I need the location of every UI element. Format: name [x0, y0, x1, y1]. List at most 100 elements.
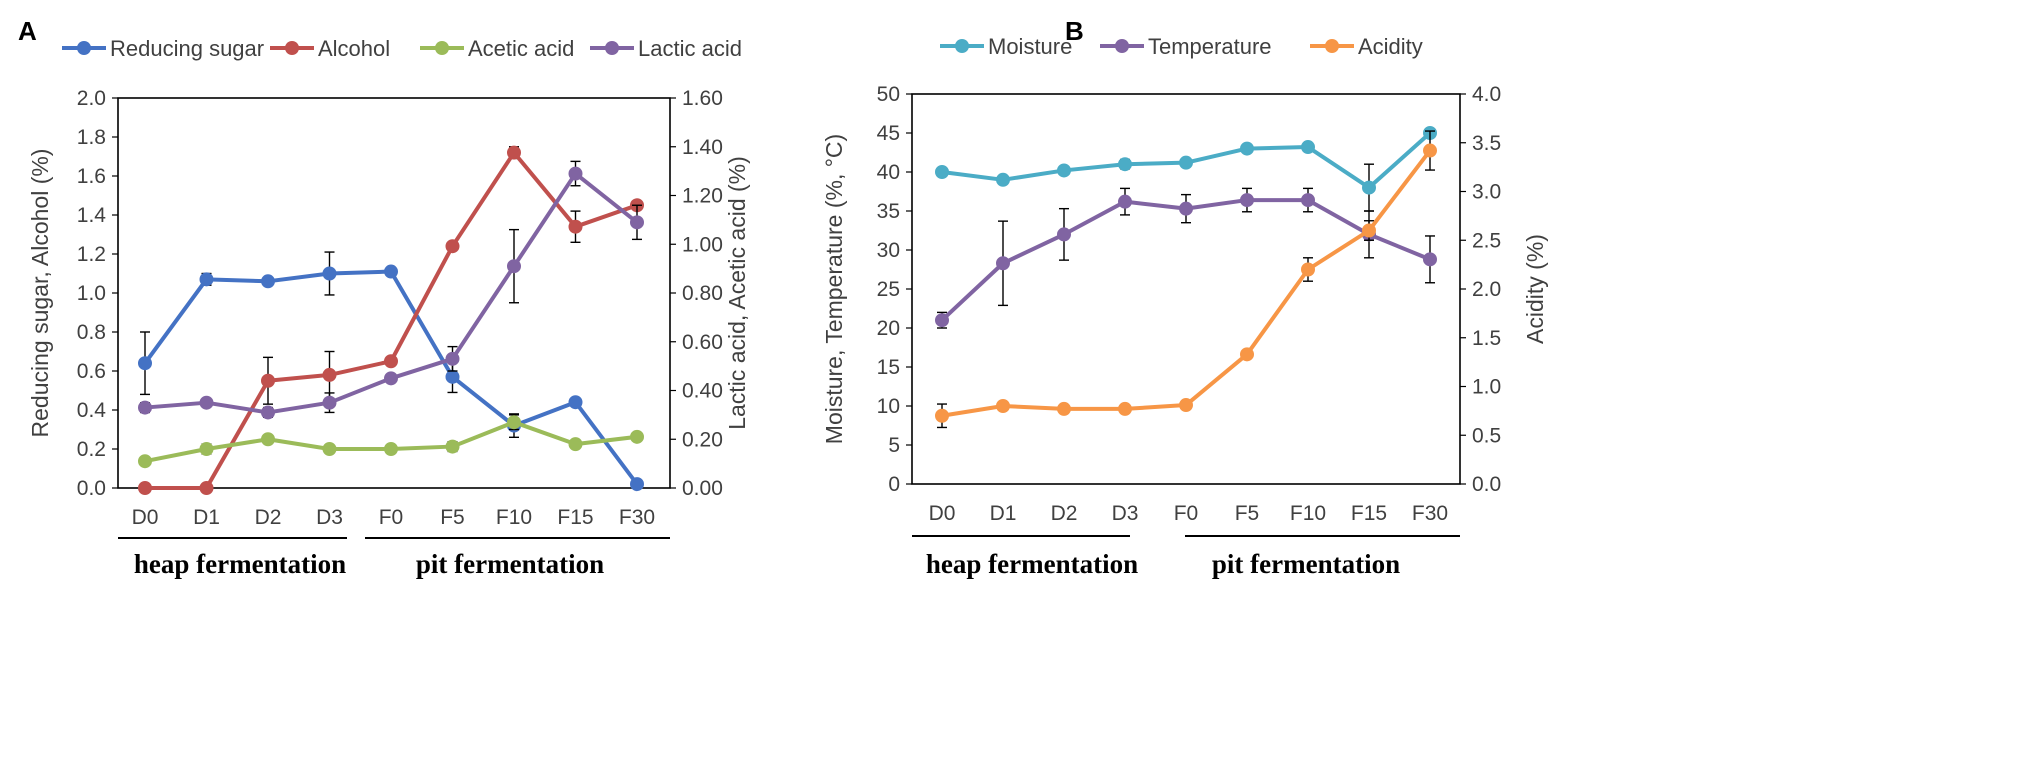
data-point: [199, 395, 214, 410]
legend-label: Lactic acid: [638, 36, 742, 61]
data-point: [1301, 262, 1315, 277]
x-tick-label: D0: [929, 502, 956, 525]
x-tick-label: D3: [316, 506, 343, 529]
legend-label: Reducing sugar: [110, 36, 264, 61]
y-right-axis-label: Lactic acid, Acetic acid (%): [724, 156, 750, 430]
x-tick-label: D1: [990, 502, 1017, 525]
legend-swatch-marker: [605, 41, 619, 55]
y-left-tick-label: 0: [888, 473, 900, 496]
data-point: [507, 259, 521, 274]
y-right-tick-label: 1.5: [1472, 327, 1501, 350]
y-right-tick-label: 0.20: [682, 428, 723, 451]
data-point: [1240, 193, 1254, 208]
x-tick-label: F30: [1412, 502, 1448, 525]
y-right-tick-label: 0.00: [682, 477, 723, 500]
y-left-tick-label: 1.4: [77, 204, 107, 227]
panel-a-letter: A: [18, 16, 37, 46]
data-point: [568, 437, 583, 452]
data-point: [138, 454, 152, 469]
y-right-tick-label: 1.60: [682, 87, 723, 110]
series-line: [941, 149, 1432, 418]
data-point: [199, 442, 214, 456]
data-point: [568, 166, 583, 181]
y-left-tick-label: 1.8: [77, 126, 106, 149]
phase-label: pit fermentation: [416, 549, 604, 579]
y-left-tick-label: 2.0: [77, 87, 106, 110]
data-point: [322, 266, 337, 281]
x-tick-label: F15: [557, 506, 593, 529]
x-tick-label: D1: [193, 506, 220, 529]
y-left-tick-label: 35: [877, 200, 900, 223]
data-point: [1362, 223, 1376, 238]
y-left-tick-label: 0.6: [77, 360, 106, 383]
data-point: [445, 439, 460, 454]
data-point: [935, 313, 949, 328]
data-point: [1240, 141, 1254, 156]
data-point: [1118, 194, 1132, 209]
data-point: [384, 371, 398, 386]
data-point: [445, 351, 460, 366]
data-point: [568, 219, 583, 234]
data-point: [1240, 347, 1254, 362]
data-point: [568, 395, 583, 410]
data-point: [1179, 155, 1193, 170]
chart-panel-b: 0 5 10 15 20 25 30 35 40 45 50 0.0 0.5 1.0 1.5 2.0 2.5 3.…: [821, 34, 1548, 579]
data-point: [996, 256, 1010, 271]
data-point: [1423, 252, 1437, 267]
x-tick-label: F5: [440, 506, 465, 529]
data-point: [630, 477, 644, 492]
y-left-tick-label: 0.8: [77, 321, 106, 344]
legend-label: Acetic acid: [468, 36, 574, 61]
data-point: [630, 429, 644, 444]
y-right-tick-label: 1.00: [682, 233, 723, 256]
data-point: [1423, 143, 1437, 158]
x-tick-label: F15: [1351, 502, 1387, 525]
x-tick-label: F30: [619, 506, 655, 529]
y-left-tick-label: 0.4: [77, 399, 107, 422]
data-point: [384, 354, 398, 369]
data-point: [507, 415, 521, 430]
legend-swatch-marker: [1115, 39, 1129, 53]
data-point: [138, 356, 152, 371]
y-right-tick-label: 1.0: [1472, 376, 1501, 399]
data-point: [1118, 157, 1132, 172]
y-left-tick-label: 50: [877, 83, 900, 106]
data-point: [1179, 201, 1193, 216]
x-tick-label: D0: [132, 506, 159, 529]
data-point: [138, 481, 152, 495]
data-point: [935, 165, 949, 179]
data-point: [1057, 227, 1071, 242]
data-point: [384, 442, 398, 456]
y-left-axis-label: Reducing sugar, Alcohol (%): [27, 149, 53, 438]
y-right-tick-label: 0.60: [682, 331, 723, 354]
plot-frame: [911, 93, 1461, 485]
plot-frame: [117, 97, 671, 489]
y-left-tick-label: 45: [877, 122, 900, 145]
legend-swatch-marker: [435, 41, 449, 55]
data-point: [138, 400, 152, 415]
y-left-tick-label: 15: [877, 356, 900, 379]
phase-label: heap fermentation: [926, 549, 1138, 579]
data-point: [199, 481, 214, 495]
y-left-axis-label: Moisture, Temperature (%, °C): [821, 134, 847, 444]
panel-b-letter: B: [1065, 16, 1084, 46]
y-right-tick-label: 3.5: [1472, 132, 1501, 155]
y-left-tick-label: 10: [877, 395, 900, 418]
data-point: [630, 215, 644, 230]
legend-swatch-marker: [77, 41, 91, 55]
legend-label: Temperature: [1148, 34, 1272, 59]
y-left-tick-label: 20: [877, 317, 900, 340]
y-right-tick-label: 1.40: [682, 136, 723, 159]
data-point: [1057, 401, 1071, 416]
phase-label: pit fermentation: [1212, 549, 1400, 579]
y-left-tick-label: 0.2: [77, 438, 106, 461]
y-right-tick-label: 2.0: [1472, 278, 1501, 301]
y-left-tick-label: 0.0: [77, 477, 106, 500]
x-tick-label: F5: [1235, 502, 1260, 525]
data-point: [445, 369, 460, 384]
series-acetic-acid: [138, 414, 644, 469]
x-tick-label: F10: [1290, 502, 1326, 525]
legend-swatch-marker: [1325, 39, 1339, 53]
y-right-tick-label: 0.80: [682, 282, 723, 305]
y-left-tick-label: 5: [888, 434, 900, 457]
